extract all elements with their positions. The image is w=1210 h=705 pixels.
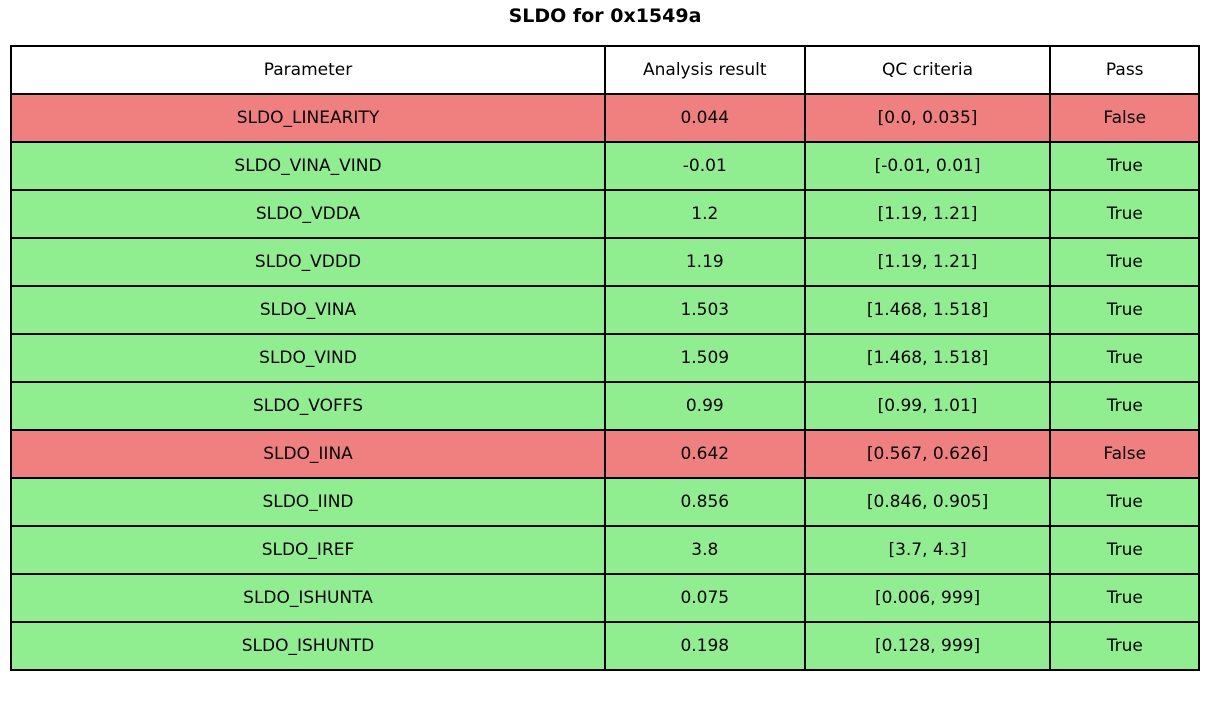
analysis-result-cell: 3.8 [604, 525, 806, 575]
analysis-result-cell: 0.198 [604, 621, 806, 671]
column-header-analysis-result: Analysis result [604, 45, 806, 95]
analysis-result-cell: 1.19 [604, 237, 806, 287]
pass-cell: True [1049, 237, 1200, 287]
table-row: SLDO_IIND 0.856 [0.846, 0.905] True [10, 477, 1200, 527]
qc-criteria-cell: [1.19, 1.21] [803, 189, 1052, 239]
qc-criteria-cell: [0.006, 999] [803, 573, 1052, 623]
parameter-cell: SLDO_VIND [10, 333, 606, 383]
pass-cell: True [1049, 573, 1200, 623]
qc-criteria-cell: [0.567, 0.626] [803, 429, 1052, 479]
table-header-row: Parameter Analysis result QC criteria Pa… [10, 45, 1200, 95]
table-row: SLDO_LINEARITY 0.044 [0.0, 0.035] False [10, 93, 1200, 143]
pass-cell: False [1049, 93, 1200, 143]
analysis-result-cell: -0.01 [604, 141, 806, 191]
table-row: SLDO_ISHUNTA 0.075 [0.006, 999] True [10, 573, 1200, 623]
parameter-cell: SLDO_VDDD [10, 237, 606, 287]
parameter-cell: SLDO_VOFFS [10, 381, 606, 431]
analysis-result-cell: 1.509 [604, 333, 806, 383]
analysis-result-cell: 1.503 [604, 285, 806, 335]
pass-cell: False [1049, 429, 1200, 479]
qc-criteria-cell: [3.7, 4.3] [803, 525, 1052, 575]
qc-criteria-cell: [0.99, 1.01] [803, 381, 1052, 431]
parameter-cell: SLDO_IIND [10, 477, 606, 527]
column-header-pass: Pass [1049, 45, 1200, 95]
parameter-cell: SLDO_IREF [10, 525, 606, 575]
analysis-result-cell: 0.075 [604, 573, 806, 623]
pass-cell: True [1049, 189, 1200, 239]
pass-cell: True [1049, 525, 1200, 575]
table-row: SLDO_VIND 1.509 [1.468, 1.518] True [10, 333, 1200, 383]
parameter-cell: SLDO_ISHUNTD [10, 621, 606, 671]
qc-criteria-cell: [1.468, 1.518] [803, 285, 1052, 335]
pass-cell: True [1049, 621, 1200, 671]
analysis-result-cell: 0.99 [604, 381, 806, 431]
qc-criteria-cell: [0.846, 0.905] [803, 477, 1052, 527]
table-row: SLDO_VDDD 1.19 [1.19, 1.21] True [10, 237, 1200, 287]
qc-criteria-cell: [-0.01, 0.01] [803, 141, 1052, 191]
table-row: SLDO_IREF 3.8 [3.7, 4.3] True [10, 525, 1200, 575]
column-header-qc-criteria: QC criteria [803, 45, 1052, 95]
qc-criteria-cell: [1.468, 1.518] [803, 333, 1052, 383]
pass-cell: True [1049, 141, 1200, 191]
page-title: SLDO for 0x1549a [508, 5, 702, 27]
table-row: SLDO_VOFFS 0.99 [0.99, 1.01] True [10, 381, 1200, 431]
pass-cell: True [1049, 477, 1200, 527]
parameter-cell: SLDO_ISHUNTA [10, 573, 606, 623]
column-header-parameter: Parameter [10, 45, 606, 95]
pass-cell: True [1049, 381, 1200, 431]
parameter-cell: SLDO_VDDA [10, 189, 606, 239]
pass-cell: True [1049, 333, 1200, 383]
table-row: SLDO_VDDA 1.2 [1.19, 1.21] True [10, 189, 1200, 239]
pass-cell: True [1049, 285, 1200, 335]
table-row: SLDO_VINA_VIND -0.01 [-0.01, 0.01] True [10, 141, 1200, 191]
table-row: SLDO_IINA 0.642 [0.567, 0.626] False [10, 429, 1200, 479]
table-row: SLDO_ISHUNTD 0.198 [0.128, 999] True [10, 621, 1200, 671]
qc-criteria-cell: [0.0, 0.035] [803, 93, 1052, 143]
parameter-cell: SLDO_IINA [10, 429, 606, 479]
parameter-cell: SLDO_VINA [10, 285, 606, 335]
analysis-result-cell: 0.642 [604, 429, 806, 479]
parameter-cell: SLDO_VINA_VIND [10, 141, 606, 191]
qc-criteria-cell: [0.128, 999] [803, 621, 1052, 671]
analysis-result-cell: 0.044 [604, 93, 806, 143]
qc-criteria-cell: [1.19, 1.21] [803, 237, 1052, 287]
analysis-result-cell: 0.856 [604, 477, 806, 527]
analysis-result-cell: 1.2 [604, 189, 806, 239]
table-row: SLDO_VINA 1.503 [1.468, 1.518] True [10, 285, 1200, 335]
parameter-cell: SLDO_LINEARITY [10, 93, 606, 143]
qc-results-table: Parameter Analysis result QC criteria Pa… [10, 45, 1200, 671]
